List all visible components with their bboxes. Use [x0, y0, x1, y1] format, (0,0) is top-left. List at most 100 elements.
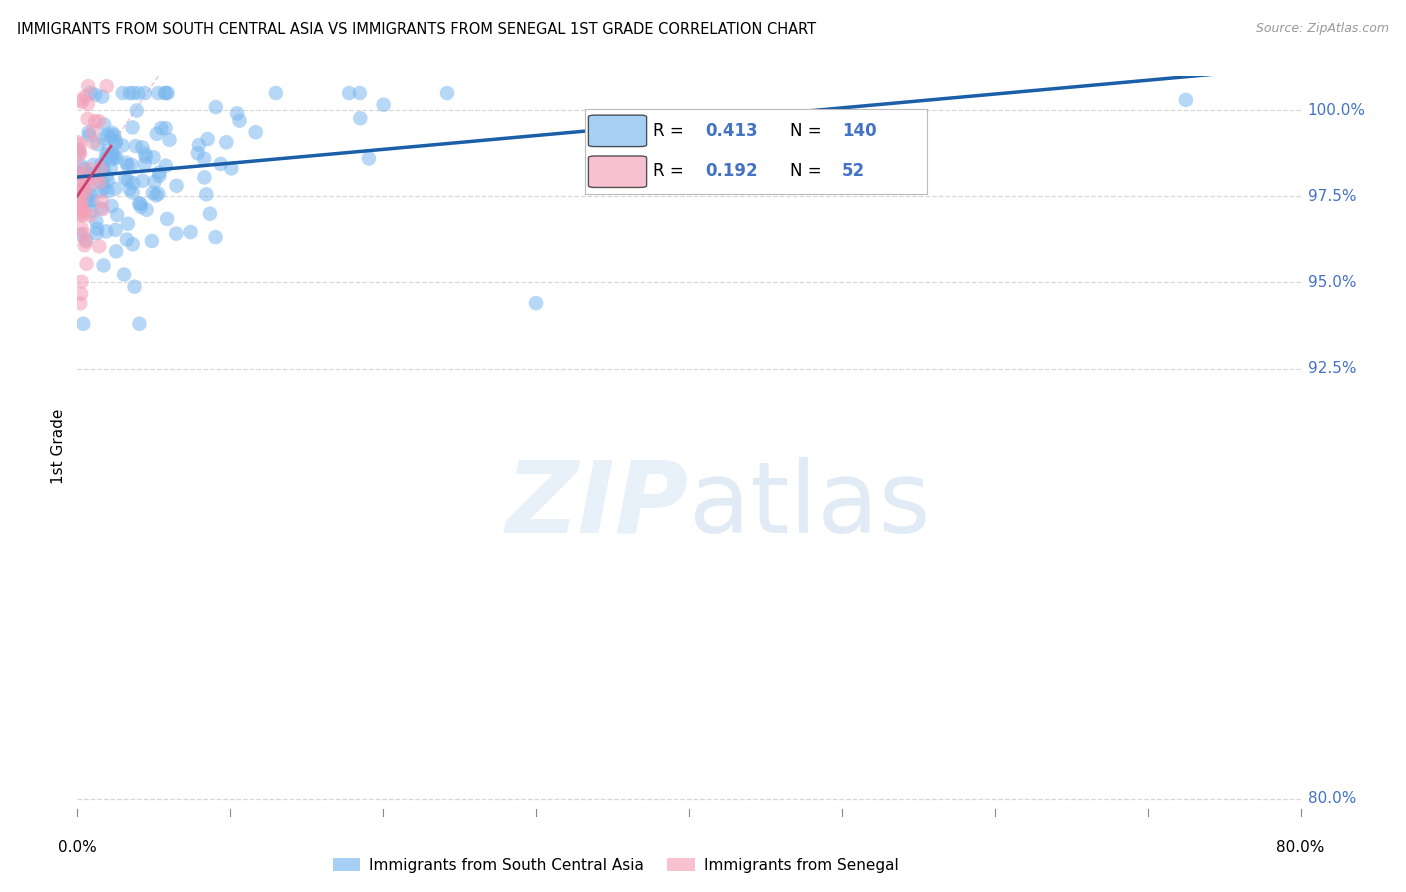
Immigrants from South Central Asia [104, 223, 127, 237]
Immigrants from Senegal [76, 112, 98, 126]
Immigrants from South Central Asia [118, 86, 141, 100]
Immigrants from South Central Asia [143, 175, 166, 189]
Immigrants from South Central Asia [193, 170, 215, 185]
Immigrants from Senegal [72, 209, 94, 223]
Immigrants from South Central Asia [114, 171, 136, 186]
Immigrants from South Central Asia [264, 86, 287, 100]
Immigrants from Senegal [70, 93, 93, 107]
Text: ZIP: ZIP [506, 457, 689, 554]
Immigrants from South Central Asia [104, 136, 127, 151]
Immigrants from Senegal [69, 146, 91, 161]
Immigrants from South Central Asia [73, 162, 96, 177]
Immigrants from South Central Asia [101, 147, 124, 161]
Immigrants from South Central Asia [129, 200, 152, 214]
Text: 100.0%: 100.0% [1308, 103, 1365, 118]
Immigrants from Senegal [76, 96, 98, 111]
Immigrants from South Central Asia [153, 86, 176, 100]
Immigrants from South Central Asia [150, 121, 173, 136]
Immigrants from Senegal [66, 191, 89, 205]
Immigrants from South Central Asia [148, 169, 170, 183]
Immigrants from South Central Asia [72, 317, 94, 331]
Immigrants from South Central Asia [115, 233, 138, 247]
Immigrants from Senegal [79, 208, 101, 222]
Immigrants from Senegal [69, 183, 91, 197]
Immigrants from South Central Asia [117, 159, 139, 173]
Immigrants from South Central Asia [79, 128, 101, 143]
Text: IMMIGRANTS FROM SOUTH CENTRAL ASIA VS IMMIGRANTS FROM SENEGAL 1ST GRADE CORRELAT: IMMIGRANTS FROM SOUTH CENTRAL ASIA VS IM… [17, 22, 815, 37]
Immigrants from Senegal [70, 201, 93, 215]
Immigrants from South Central Asia [187, 138, 209, 153]
Immigrants from South Central Asia [100, 199, 122, 213]
Immigrants from South Central Asia [155, 159, 177, 173]
Immigrants from South Central Asia [84, 214, 107, 228]
Text: Source: ZipAtlas.com: Source: ZipAtlas.com [1256, 22, 1389, 36]
Immigrants from Senegal [89, 162, 111, 177]
Immigrants from Senegal [70, 286, 93, 301]
Immigrants from South Central Asia [197, 132, 219, 146]
Immigrants from South Central Asia [141, 234, 163, 248]
Immigrants from South Central Asia [125, 139, 148, 153]
Immigrants from South Central Asia [97, 144, 120, 158]
Immigrants from Senegal [89, 239, 111, 253]
Immigrants from South Central Asia [198, 207, 221, 221]
Text: atlas: atlas [689, 457, 931, 554]
Immigrants from South Central Asia [91, 161, 114, 176]
Immigrants from South Central Asia [127, 86, 149, 100]
Immigrants from Senegal [70, 221, 93, 235]
Immigrants from Senegal [77, 79, 100, 94]
Immigrants from South Central Asia [124, 279, 146, 293]
Immigrants from South Central Asia [121, 158, 143, 172]
Immigrants from South Central Asia [69, 227, 91, 242]
Immigrants from Senegal [75, 89, 97, 103]
Immigrants from South Central Asia [148, 86, 170, 100]
Immigrants from Senegal [69, 206, 91, 220]
Immigrants from Senegal [70, 193, 93, 207]
Immigrants from South Central Asia [159, 133, 181, 147]
Immigrants from Senegal [75, 185, 97, 199]
Immigrants from Senegal [90, 194, 112, 208]
Immigrants from South Central Asia [101, 153, 124, 167]
Immigrants from South Central Asia [90, 157, 112, 171]
Legend: Immigrants from South Central Asia, Immigrants from Senegal: Immigrants from South Central Asia, Immi… [326, 852, 904, 879]
Immigrants from Senegal [79, 161, 101, 176]
Immigrants from South Central Asia [86, 221, 108, 235]
Immigrants from South Central Asia [125, 103, 148, 118]
Immigrants from Senegal [69, 136, 91, 151]
Immigrants from Senegal [89, 175, 111, 189]
Text: 0.0%: 0.0% [58, 840, 97, 855]
Immigrants from South Central Asia [96, 224, 118, 238]
Immigrants from South Central Asia [103, 150, 125, 164]
Immigrants from South Central Asia [101, 126, 124, 140]
Immigrants from South Central Asia [100, 130, 122, 145]
Immigrants from South Central Asia [73, 166, 96, 180]
Immigrants from South Central Asia [228, 113, 250, 128]
Immigrants from South Central Asia [142, 150, 165, 164]
Immigrants from South Central Asia [145, 188, 167, 202]
Immigrants from South Central Asia [204, 100, 226, 114]
Immigrants from South Central Asia [82, 158, 104, 172]
Immigrants from South Central Asia [221, 161, 243, 176]
Immigrants from South Central Asia [87, 137, 110, 152]
Immigrants from South Central Asia [142, 186, 165, 200]
Immigrants from Senegal [67, 187, 90, 202]
Immigrants from South Central Asia [70, 159, 93, 173]
Immigrants from Senegal [76, 257, 98, 271]
Immigrants from Senegal [67, 142, 90, 156]
Immigrants from Senegal [73, 176, 96, 190]
Immigrants from Senegal [96, 79, 118, 94]
Immigrants from South Central Asia [135, 202, 157, 217]
Immigrants from South Central Asia [179, 225, 201, 239]
Immigrants from South Central Asia [135, 150, 157, 164]
Immigrants from Senegal [67, 208, 90, 222]
Immigrants from South Central Asia [134, 146, 156, 161]
Immigrants from South Central Asia [156, 211, 179, 226]
Immigrants from South Central Asia [93, 182, 115, 196]
Immigrants from South Central Asia [93, 131, 115, 145]
Immigrants from South Central Asia [117, 217, 139, 231]
Immigrants from Senegal [69, 296, 91, 310]
Immigrants from South Central Asia [436, 86, 458, 100]
Immigrants from Senegal [73, 238, 96, 252]
Immigrants from South Central Asia [77, 194, 100, 208]
Immigrants from South Central Asia [82, 193, 104, 207]
Immigrants from South Central Asia [94, 152, 117, 166]
